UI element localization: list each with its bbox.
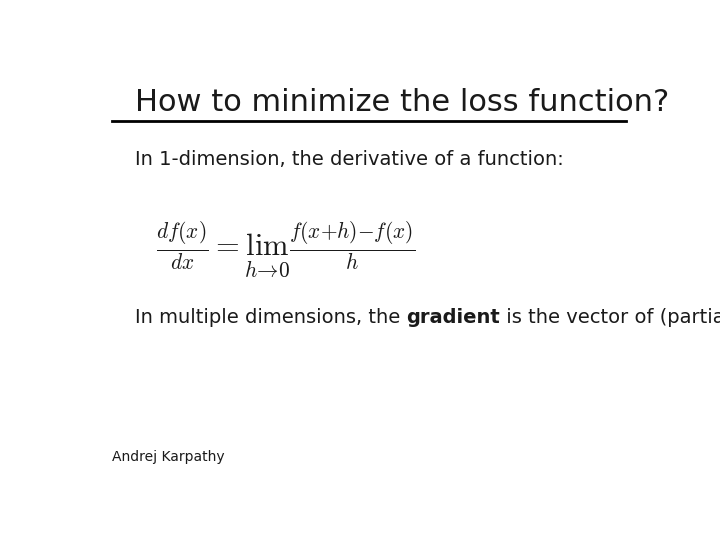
Text: $\frac{df(x)}{dx} = \lim_{h \rightarrow 0} \frac{f(x+h) - f(x)}{h}$: $\frac{df(x)}{dx} = \lim_{h \rightarrow … xyxy=(156,219,415,279)
Text: Andrej Karpathy: Andrej Karpathy xyxy=(112,450,225,464)
Text: is the vector of (partial  derivatives).: is the vector of (partial derivatives). xyxy=(500,308,720,327)
Text: In 1-dimension, the derivative of a function:: In 1-dimension, the derivative of a func… xyxy=(135,150,563,169)
Text: How to minimize the loss function?: How to minimize the loss function? xyxy=(135,87,669,117)
Text: In multiple dimensions, the: In multiple dimensions, the xyxy=(135,308,406,327)
Text: gradient: gradient xyxy=(406,308,500,327)
